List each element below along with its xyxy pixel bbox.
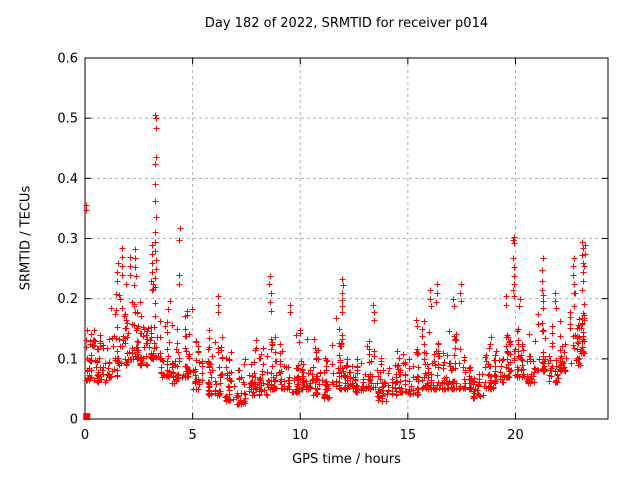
x-tick-label: 10: [292, 428, 309, 443]
data-points: [83, 112, 589, 408]
chart-title: Day 182 of 2022, SRMTID for receiver p01…: [204, 16, 489, 31]
y-tick-label: 0.5: [57, 112, 78, 127]
x-axis-label: GPS time / hours: [292, 452, 401, 467]
y-tick-label: 0.2: [57, 292, 78, 307]
x-tick-label: 5: [188, 428, 196, 443]
y-tick-label: 0.4: [57, 172, 78, 187]
x-tick-label: 0: [81, 428, 89, 443]
origin-point-marker: [83, 413, 91, 421]
y-tick-label: 0: [70, 413, 78, 428]
x-tick-label: 15: [400, 428, 417, 443]
y-axis-label: SRMTID / TECUs: [18, 185, 34, 291]
y-tick-label: 0.6: [57, 52, 78, 67]
y-tick-label: 0.1: [57, 352, 78, 367]
y-tick-label: 0.3: [57, 232, 78, 247]
x-tick-label: 20: [507, 428, 524, 443]
